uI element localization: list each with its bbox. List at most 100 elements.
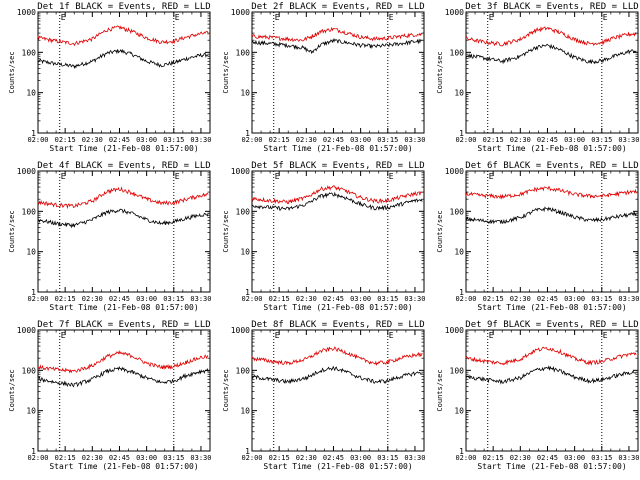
x-tick-label: 02:45 (323, 136, 344, 144)
chart-title: Det 6f BLACK = Events, RED = LLD (465, 161, 638, 171)
y-tick-label: 1 (245, 129, 250, 138)
x-tick-label: 02:00 (455, 454, 476, 462)
plot-frame (251, 170, 425, 293)
chart-title: Det 5f BLACK = Events, RED = LLD (251, 161, 424, 171)
x-tick-label: 02:30 (296, 136, 317, 144)
y-axis-label: Counts/sec (222, 51, 230, 93)
x-tick-label: 02:30 (82, 454, 103, 462)
y-tick-label: 1000 (17, 326, 36, 335)
y-tick-label: 1000 (231, 8, 250, 17)
y-tick-label: 1 (31, 447, 36, 456)
y-tick-label: 1000 (17, 167, 36, 176)
y-tick-label: 1000 (231, 167, 250, 176)
lld-series-line (251, 26, 423, 43)
chart-title: Det 4f BLACK = Events, RED = LLD (37, 161, 210, 171)
x-axis-label: Start Time (21-Feb-08 01:57:00) (49, 462, 198, 471)
event-marker-label: E (489, 331, 494, 340)
y-tick-label: 100 (22, 207, 37, 216)
x-tick-label: 02:30 (510, 295, 531, 303)
y-tick-label: 1 (459, 288, 464, 297)
x-tick-label: 03:30 (190, 295, 211, 303)
x-tick-label: 02:15 (483, 295, 504, 303)
x-tick-label: 03:30 (618, 454, 639, 462)
chart-panel-7: Det 7f BLACK = Events, RED = LLD 1 10 100 10… (8, 320, 211, 471)
x-tick-label: 02:00 (455, 295, 476, 303)
plot-frame (37, 170, 211, 293)
y-tick-label: 1 (459, 447, 464, 456)
x-tick-label: 02:45 (323, 454, 344, 462)
y-axis-label: Counts/sec (436, 369, 444, 411)
x-tick-label: 02:15 (483, 136, 504, 144)
x-tick-label: 02:45 (537, 136, 558, 144)
event-marker-label: E (175, 13, 180, 22)
y-tick-label: 10 (26, 89, 36, 98)
lld-series-line (37, 349, 209, 374)
chart-title: Det 2f BLACK = Events, RED = LLD (251, 2, 424, 12)
x-tick-label: 02:00 (27, 454, 48, 462)
x-tick-label: 03:30 (404, 136, 425, 144)
y-tick-label: 100 (236, 366, 251, 375)
y-axis-label: Counts/sec (222, 369, 230, 411)
y-tick-label: 1 (245, 288, 250, 297)
y-axis-label: Counts/sec (8, 210, 16, 252)
x-tick-label: 02:15 (269, 454, 290, 462)
x-tick-label: 03:15 (377, 136, 398, 144)
chart-panel-8: Det 8f BLACK = Events, RED = LLD 1 10 100 10… (222, 320, 425, 471)
events-series-line (37, 48, 209, 70)
chart-title: Det 3f BLACK = Events, RED = LLD (465, 2, 638, 12)
y-tick-label: 10 (240, 89, 250, 98)
x-tick-label: 02:00 (27, 295, 48, 303)
y-tick-label: 100 (22, 48, 37, 57)
x-tick-label: 02:30 (296, 454, 317, 462)
y-tick-label: 1 (31, 288, 36, 297)
x-tick-label: 03:30 (190, 136, 211, 144)
x-tick-label: 02:30 (510, 136, 531, 144)
x-tick-label: 03:30 (618, 295, 639, 303)
y-tick-label: 1 (31, 129, 36, 138)
y-tick-label: 10 (26, 407, 36, 416)
x-tick-label: 02:45 (537, 454, 558, 462)
x-tick-label: 02:00 (241, 454, 262, 462)
event-marker-label: E (175, 331, 180, 340)
x-tick-label: 03:30 (190, 454, 211, 462)
x-axis-label: Start Time (21-Feb-08 01:57:00) (477, 303, 626, 312)
x-tick-label: 02:30 (510, 454, 531, 462)
x-tick-label: 03:15 (163, 136, 184, 144)
x-tick-label: 03:30 (618, 136, 639, 144)
chart-panel-5: Det 5f BLACK = Events, RED = LLD 1 10 100 10… (222, 161, 425, 312)
y-axis-label: Counts/sec (436, 210, 444, 252)
chart-title: Det 7f BLACK = Events, RED = LLD (37, 320, 210, 330)
chart-title: Det 8f BLACK = Events, RED = LLD (251, 320, 424, 330)
event-marker-label: E (603, 331, 608, 340)
y-tick-label: 10 (454, 407, 464, 416)
x-axis-label: Start Time (21-Feb-08 01:57:00) (49, 303, 198, 312)
events-series-line (37, 365, 209, 388)
y-tick-label: 100 (450, 48, 465, 57)
event-marker-label: E (61, 172, 66, 181)
event-marker-label: E (275, 172, 280, 181)
y-tick-label: 1000 (17, 8, 36, 17)
y-tick-label: 100 (450, 366, 465, 375)
x-axis-label: Start Time (21-Feb-08 01:57:00) (477, 144, 626, 153)
x-axis-label: Start Time (21-Feb-08 01:57:00) (263, 462, 412, 471)
y-tick-label: 10 (454, 248, 464, 257)
plot-frame (37, 329, 211, 452)
y-tick-label: 1000 (231, 326, 250, 335)
y-tick-label: 10 (240, 248, 250, 257)
y-tick-label: 100 (236, 48, 251, 57)
x-tick-label: 02:15 (269, 295, 290, 303)
x-tick-label: 03:00 (136, 295, 157, 303)
x-tick-label: 03:00 (350, 295, 371, 303)
y-tick-label: 10 (26, 248, 36, 257)
x-tick-label: 02:45 (109, 454, 130, 462)
x-axis-label: Start Time (21-Feb-08 01:57:00) (49, 144, 198, 153)
y-tick-label: 1000 (445, 326, 464, 335)
x-tick-label: 03:15 (163, 295, 184, 303)
y-tick-label: 100 (236, 207, 251, 216)
x-tick-label: 02:00 (455, 136, 476, 144)
event-marker-label: E (489, 172, 494, 181)
lld-series-line (465, 26, 637, 47)
x-tick-label: 02:15 (55, 295, 76, 303)
lld-series-line (37, 186, 209, 210)
y-tick-label: 10 (454, 89, 464, 98)
